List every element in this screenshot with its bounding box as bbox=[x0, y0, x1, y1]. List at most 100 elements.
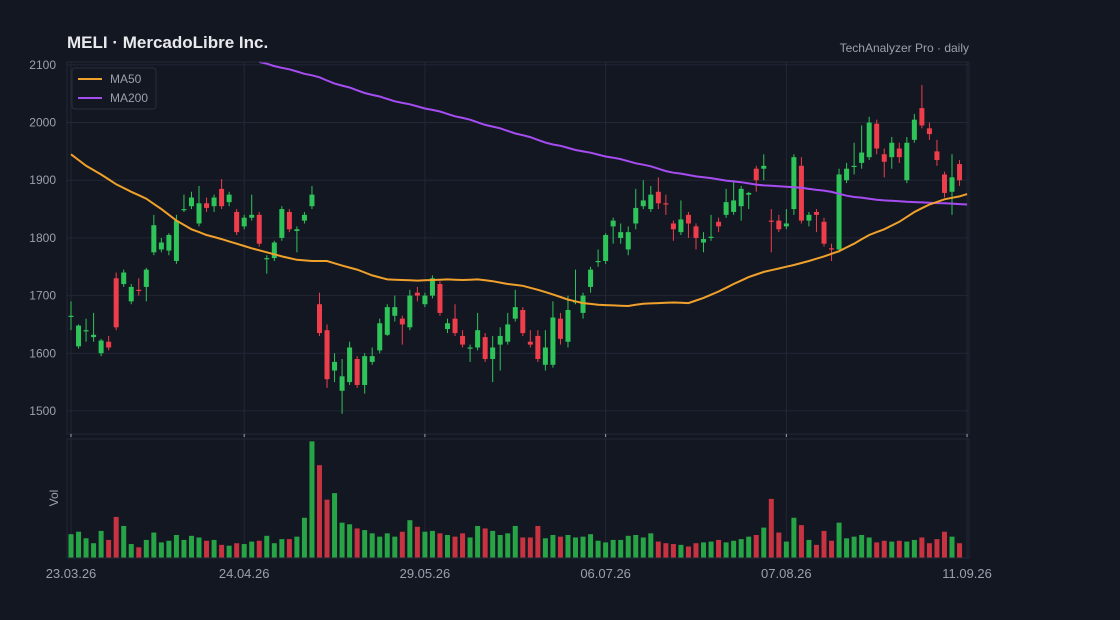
candle-body bbox=[655, 191, 661, 204]
candle bbox=[557, 312, 563, 345]
candle bbox=[429, 275, 435, 299]
candle bbox=[904, 136, 910, 184]
date-tick-label: 23.03.26 bbox=[46, 566, 97, 581]
candle bbox=[625, 226, 631, 256]
candle bbox=[460, 330, 466, 348]
volume-bar bbox=[68, 534, 74, 558]
candle bbox=[166, 233, 172, 256]
price-tick-label: 2100 bbox=[29, 58, 56, 72]
candle-body bbox=[625, 232, 631, 250]
candle-body bbox=[437, 284, 443, 313]
candle bbox=[422, 292, 428, 308]
candle bbox=[911, 113, 917, 143]
candle bbox=[844, 162, 850, 184]
date-tick-label: 24.04.26 bbox=[219, 566, 270, 581]
candle-body bbox=[128, 286, 134, 302]
candle bbox=[603, 233, 609, 264]
volume-bar bbox=[211, 539, 217, 558]
volume-bar bbox=[595, 540, 601, 558]
candle bbox=[798, 157, 804, 224]
candle bbox=[219, 179, 225, 210]
candle-body bbox=[98, 340, 104, 354]
candle-body bbox=[851, 165, 857, 168]
volume-bar bbox=[648, 533, 654, 558]
candle bbox=[535, 330, 541, 362]
price-tick-label: 1500 bbox=[29, 404, 56, 418]
candle-body bbox=[249, 214, 255, 218]
candle bbox=[91, 312, 97, 342]
candle-body bbox=[588, 269, 594, 287]
candle bbox=[158, 237, 164, 253]
volume-bar bbox=[836, 522, 842, 558]
candle bbox=[866, 116, 872, 161]
candle-body bbox=[512, 307, 518, 319]
candle bbox=[121, 269, 127, 287]
volume-bar bbox=[896, 540, 902, 558]
volume-bar bbox=[919, 537, 925, 558]
volume-bar bbox=[866, 537, 872, 558]
candle-body bbox=[731, 200, 737, 212]
candle-body bbox=[934, 151, 940, 161]
candle bbox=[76, 324, 82, 349]
candle-body bbox=[829, 248, 835, 250]
volume-bar bbox=[618, 539, 624, 558]
candle-body bbox=[957, 164, 963, 181]
volume-bar bbox=[452, 536, 458, 558]
candle bbox=[249, 194, 255, 221]
candle-body bbox=[791, 157, 797, 210]
candle-body bbox=[264, 258, 270, 260]
legend-ma200-label: MA200 bbox=[110, 91, 148, 105]
volume-bar bbox=[934, 539, 940, 558]
candle-body bbox=[286, 211, 292, 230]
candle bbox=[776, 214, 782, 233]
candle bbox=[934, 139, 940, 166]
candle bbox=[384, 304, 390, 336]
candle bbox=[173, 214, 179, 264]
candle bbox=[475, 312, 481, 351]
candle bbox=[181, 194, 187, 212]
volume-bar bbox=[731, 540, 737, 558]
candle bbox=[896, 142, 902, 163]
volume-bar bbox=[429, 530, 435, 558]
volume-bar bbox=[565, 535, 571, 558]
volume-bar bbox=[821, 530, 827, 558]
volume-panel-frame bbox=[66, 438, 970, 559]
volume-bar bbox=[610, 539, 616, 558]
candle bbox=[542, 330, 548, 371]
volume-bar bbox=[332, 493, 338, 558]
volume-bar bbox=[693, 543, 699, 558]
candle bbox=[332, 353, 338, 383]
candle bbox=[362, 353, 368, 394]
candle bbox=[708, 214, 714, 241]
candle bbox=[881, 148, 887, 178]
candle-body bbox=[188, 197, 194, 207]
candle bbox=[941, 171, 947, 198]
price-tick-label: 1800 bbox=[29, 231, 56, 245]
candle-body bbox=[369, 356, 375, 362]
volume-bar bbox=[844, 538, 850, 558]
candle bbox=[497, 327, 503, 371]
candle bbox=[196, 186, 202, 227]
volume-bar bbox=[422, 531, 428, 558]
candle-body bbox=[211, 197, 217, 207]
candle-body bbox=[866, 122, 872, 158]
candle bbox=[151, 214, 157, 256]
candle-body bbox=[166, 235, 172, 251]
volume-bar bbox=[957, 543, 963, 558]
candle bbox=[407, 289, 413, 331]
candle-body bbox=[339, 376, 345, 391]
candle-body bbox=[904, 142, 910, 181]
candle bbox=[143, 267, 149, 302]
candle bbox=[588, 266, 594, 293]
volume-bar bbox=[91, 543, 97, 558]
candle bbox=[738, 186, 744, 221]
volume-bar bbox=[467, 537, 473, 558]
candle-body bbox=[181, 209, 187, 211]
volume-bar bbox=[708, 541, 714, 558]
candle-body bbox=[821, 221, 827, 244]
volume-bar bbox=[603, 542, 609, 558]
candle-body bbox=[520, 310, 526, 334]
candle-body bbox=[610, 220, 616, 227]
volume-bar bbox=[949, 536, 955, 558]
